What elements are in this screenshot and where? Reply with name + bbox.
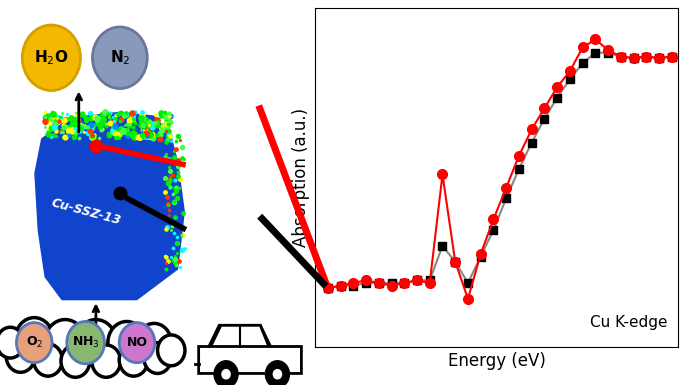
Circle shape: [15, 318, 53, 360]
Text: Cu K-edge: Cu K-edge: [590, 315, 667, 330]
Circle shape: [66, 321, 104, 364]
Polygon shape: [34, 112, 185, 300]
Circle shape: [158, 335, 185, 366]
Circle shape: [0, 327, 24, 358]
Circle shape: [92, 27, 147, 89]
Circle shape: [273, 370, 282, 379]
Text: H$_2$O: H$_2$O: [34, 49, 68, 67]
Circle shape: [75, 320, 116, 366]
Circle shape: [144, 343, 171, 373]
Circle shape: [137, 323, 171, 362]
Circle shape: [92, 345, 121, 377]
Circle shape: [61, 345, 90, 377]
Text: Cu-SSZ-13: Cu-SSZ-13: [49, 196, 122, 227]
Circle shape: [108, 321, 145, 364]
Text: O$_2$: O$_2$: [25, 335, 43, 350]
Circle shape: [119, 323, 155, 363]
Text: N$_2$: N$_2$: [110, 49, 130, 67]
Circle shape: [16, 323, 52, 363]
Text: NO: NO: [127, 336, 147, 349]
Circle shape: [45, 320, 86, 366]
Circle shape: [34, 344, 62, 376]
Polygon shape: [199, 325, 301, 373]
Circle shape: [22, 25, 81, 90]
Text: NH$_3$: NH$_3$: [72, 335, 99, 350]
Circle shape: [214, 361, 238, 385]
Circle shape: [222, 370, 230, 379]
X-axis label: Energy (eV): Energy (eV): [448, 352, 545, 370]
Circle shape: [265, 361, 289, 385]
Y-axis label: Absorption (a.u.): Absorption (a.u.): [292, 107, 310, 247]
Circle shape: [119, 344, 148, 376]
Circle shape: [6, 340, 35, 372]
Polygon shape: [211, 325, 269, 346]
